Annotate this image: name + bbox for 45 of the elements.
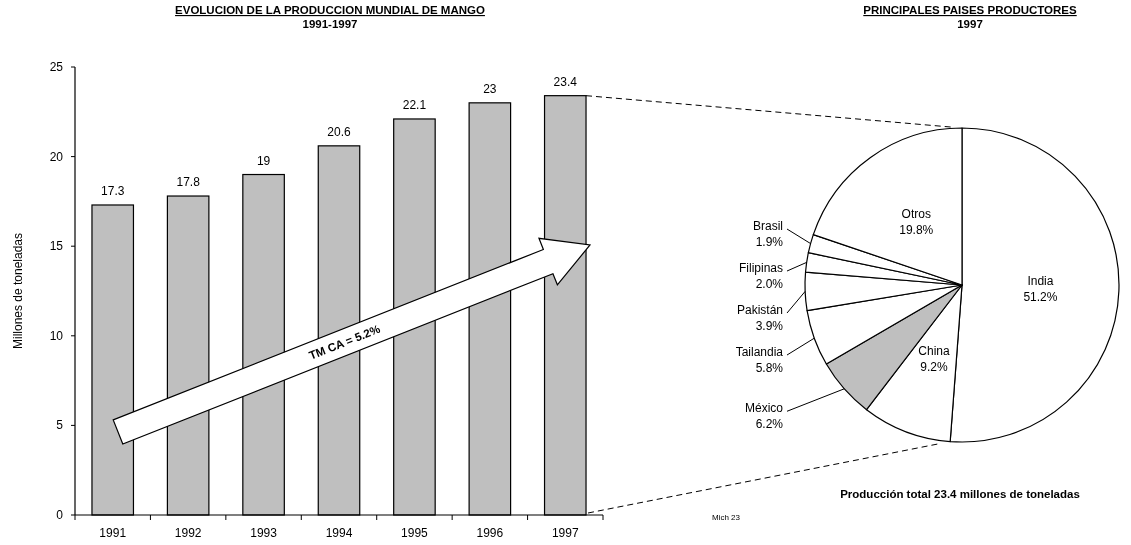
slice-label: Otros	[901, 207, 931, 222]
x-tick-label: 1995	[401, 526, 429, 540]
y-axis-title: Millones de toneladas	[11, 232, 25, 350]
chart-title: EVOLUCION DE LA PRODUCCION MUNDIAL DE MANGO	[175, 4, 485, 16]
data-label: 17.8	[176, 175, 201, 190]
data-label: 2.0%	[755, 277, 784, 292]
x-tick-label: 1994	[325, 526, 353, 540]
slice-label: México	[744, 401, 784, 416]
y-tick-label: 0	[56, 508, 64, 522]
arrow-shape: TM CA = 5.2%	[112, 237, 592, 445]
y-tick-label: 10	[49, 328, 64, 343]
x-tick-label: 1997	[551, 526, 579, 540]
slice-label: China	[918, 344, 951, 359]
slice-label: Brasil	[752, 219, 783, 234]
data-label: 20.6	[327, 124, 351, 139]
chart-subtitle: 1997	[957, 18, 983, 30]
annotation: TM CA = 5.2%	[307, 322, 382, 362]
data-label: 17.3	[101, 183, 125, 198]
chart-subtitle: 1991-1997	[302, 18, 358, 30]
data-label: 1.9%	[755, 235, 784, 250]
data-label: 19.8%	[899, 223, 934, 238]
text: Mich 23	[712, 513, 741, 522]
y-tick-label: 20	[49, 149, 64, 164]
y-tick-label: 15	[49, 239, 64, 254]
chart-title: PRINCIPALES PAISES PRODUCTORES	[863, 4, 1078, 16]
data-label: 6.2%	[755, 417, 784, 432]
y-tick-label: 25	[49, 60, 64, 74]
data-label: 51.2%	[1023, 289, 1058, 304]
slice-label: India	[1027, 273, 1054, 288]
data-label: 22.1	[402, 97, 427, 112]
slice-label: Pakistán	[736, 303, 783, 318]
data-label: 19	[256, 153, 271, 168]
data-label: 9.2%	[920, 360, 949, 375]
data-label: 5.8%	[755, 361, 784, 376]
slice-label: Tailandia	[735, 345, 784, 360]
x-tick-label: 1992	[174, 526, 202, 540]
x-tick-label: 1996	[476, 526, 504, 540]
data-label: 23.4	[553, 74, 578, 89]
x-tick-label: 1993	[250, 526, 278, 540]
data-label: 3.9%	[755, 319, 784, 334]
slice-label: Filipinas	[738, 261, 783, 276]
data-label: 23	[483, 81, 497, 96]
x-tick-label: 1991	[99, 526, 127, 540]
text: Producción total 23.4 millones de toneladas	[840, 488, 1080, 500]
y-tick-label: 5	[56, 418, 64, 433]
